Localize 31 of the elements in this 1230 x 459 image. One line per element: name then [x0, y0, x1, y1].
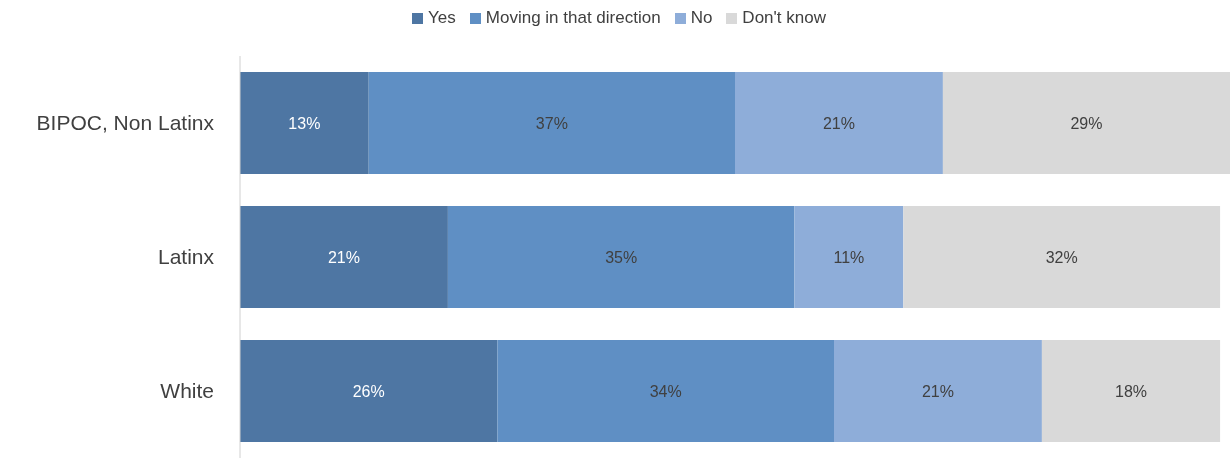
- legend-label: Yes: [427, 8, 456, 28]
- legend-label: Moving in that direction: [484, 8, 661, 28]
- bar: [447, 206, 795, 309]
- data-label: 34%: [649, 382, 682, 400]
- bar: [834, 340, 1042, 443]
- data-label: 26%: [352, 382, 385, 400]
- bar: [240, 340, 498, 443]
- y-tick-label: White: [160, 379, 214, 403]
- data-label: 29%: [1070, 114, 1103, 132]
- bar: [942, 72, 1230, 175]
- data-label: 21%: [822, 114, 855, 132]
- bar: [903, 206, 1221, 309]
- bar: [1041, 340, 1221, 443]
- data-label: 11%: [833, 248, 865, 266]
- data-label: 37%: [535, 114, 568, 132]
- data-label: 21%: [921, 382, 954, 400]
- bar: [497, 340, 834, 443]
- data-label: 18%: [1114, 382, 1148, 400]
- data-label: 13%: [288, 114, 321, 132]
- bar: [240, 206, 448, 309]
- bar: [240, 72, 369, 175]
- legend-label: Don't know: [741, 8, 826, 28]
- data-label: 32%: [1045, 248, 1078, 266]
- y-tick-label: Latinx: [157, 245, 215, 269]
- bar: [368, 72, 735, 175]
- legend-label: No: [689, 8, 713, 28]
- data-label: 35%: [605, 248, 638, 266]
- bar: [735, 72, 943, 175]
- data-label: 21%: [327, 248, 360, 266]
- bar: [794, 206, 904, 309]
- y-tick-label: BIPOC, Non Latinx: [36, 111, 215, 135]
